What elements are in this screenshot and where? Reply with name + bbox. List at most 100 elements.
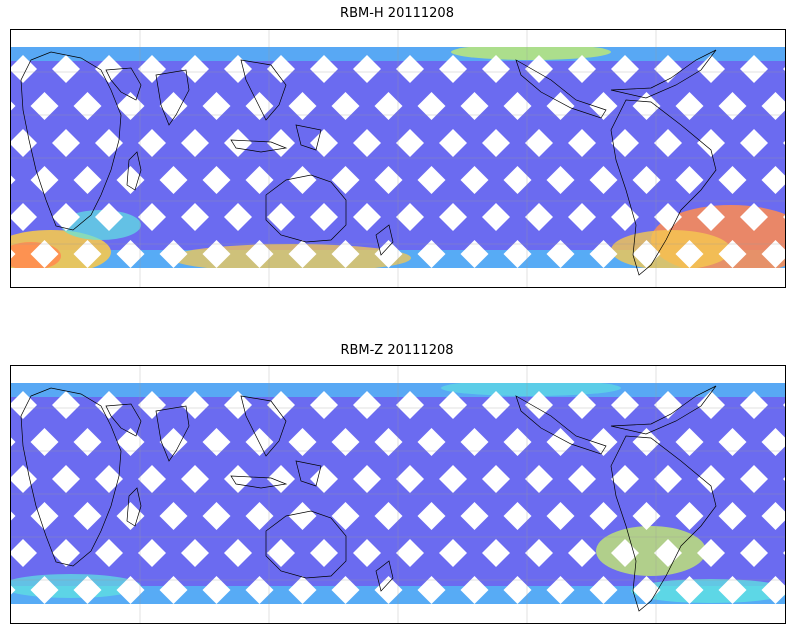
swath-gap — [503, 92, 532, 120]
swath-gap — [740, 391, 768, 419]
coastline — [265, 510, 347, 579]
swath-gap — [654, 203, 682, 231]
coastline — [265, 174, 347, 243]
swath-gap — [116, 166, 145, 194]
swath-gap — [202, 166, 231, 194]
swath-gap — [697, 55, 725, 83]
swath-gap — [396, 129, 424, 157]
anomaly-patch — [451, 44, 611, 60]
swath-gap — [30, 92, 59, 120]
swath-gap — [783, 215, 785, 219]
swath-gap — [11, 55, 37, 83]
swath-gap — [288, 92, 317, 120]
swath-gap — [159, 502, 188, 530]
swath-gap — [525, 129, 553, 157]
swath-gap — [331, 428, 360, 456]
swath-gap — [740, 55, 768, 83]
swath-gap — [245, 502, 274, 530]
swath-gap — [159, 92, 188, 120]
swath-gap — [159, 428, 188, 456]
swath-gap — [11, 539, 37, 567]
swath-gap — [73, 92, 102, 120]
swath-gap — [718, 428, 747, 456]
swath-gap — [675, 240, 704, 268]
swath-gap — [632, 428, 661, 456]
map-panel-rbm-h — [10, 29, 786, 288]
map-panel-rbm-z — [10, 365, 786, 624]
swath-gap — [482, 465, 510, 493]
swath-gap — [181, 391, 209, 419]
swath-gap — [116, 428, 145, 456]
swath-gap — [11, 391, 37, 419]
swath-gap — [138, 203, 166, 231]
swath-gap — [482, 539, 510, 567]
swath-gap — [632, 502, 661, 530]
swath-gap — [761, 166, 785, 194]
swath-gap — [783, 67, 785, 71]
coastline — [610, 49, 717, 99]
swath-gap — [589, 502, 618, 530]
swath-gap — [310, 203, 338, 231]
coastline — [155, 405, 190, 462]
swath-gap — [761, 240, 785, 268]
swath-gap — [525, 465, 553, 493]
swath-gap — [224, 129, 252, 157]
swath-gap — [30, 576, 59, 604]
swath-gap — [95, 203, 123, 231]
swath-gap — [525, 55, 553, 83]
coastline — [126, 487, 142, 527]
swath-gap — [783, 477, 785, 481]
coastlines — [20, 49, 717, 276]
swath-gap — [374, 428, 403, 456]
swath-gap — [568, 391, 596, 419]
swath-gap — [675, 576, 704, 604]
swath-gap — [267, 203, 295, 231]
swath-gap — [11, 585, 16, 595]
coastline — [610, 385, 717, 435]
coastlines — [20, 385, 717, 612]
swath-gap — [568, 55, 596, 83]
swath-gaps — [11, 55, 785, 268]
coastline — [515, 59, 607, 119]
swath-gap — [654, 129, 682, 157]
swath-gap — [73, 166, 102, 194]
swath-gap — [11, 437, 16, 447]
swath-gap — [331, 240, 360, 268]
swath-gap — [460, 166, 489, 194]
swath-gaps — [11, 391, 785, 604]
swath-gap — [202, 502, 231, 530]
swath-gap — [30, 166, 59, 194]
swath-gap — [761, 92, 785, 120]
swath-gap — [761, 576, 785, 604]
anomaly-patch — [596, 526, 706, 576]
swath-gap — [589, 92, 618, 120]
swath-gap — [761, 502, 785, 530]
swath-gap — [525, 539, 553, 567]
swath-gap — [783, 141, 785, 145]
swath-gap — [783, 551, 785, 555]
swath-gap — [589, 240, 618, 268]
swath-gap — [503, 240, 532, 268]
swath-gap — [52, 391, 80, 419]
coastline — [20, 51, 122, 231]
swath-gap — [11, 175, 16, 185]
swath-gap — [396, 391, 424, 419]
swath-gap — [181, 55, 209, 83]
swath-gap — [245, 240, 274, 268]
panel-title-rbm-h: RBM-H 20111208 — [340, 6, 454, 21]
swath-gap — [267, 55, 295, 83]
swath-gap — [159, 166, 188, 194]
swath-gap — [783, 403, 785, 407]
coastline — [375, 560, 394, 592]
swath-gap — [439, 55, 467, 83]
swath-gap — [589, 428, 618, 456]
coastline — [610, 99, 717, 276]
swath-gap — [417, 576, 446, 604]
swath-gap — [73, 240, 102, 268]
swath-gap — [310, 129, 338, 157]
swath-gap — [546, 240, 575, 268]
coastline — [20, 387, 122, 567]
swath-gap — [73, 576, 102, 604]
swath-gap — [460, 92, 489, 120]
swath-gap — [525, 203, 553, 231]
